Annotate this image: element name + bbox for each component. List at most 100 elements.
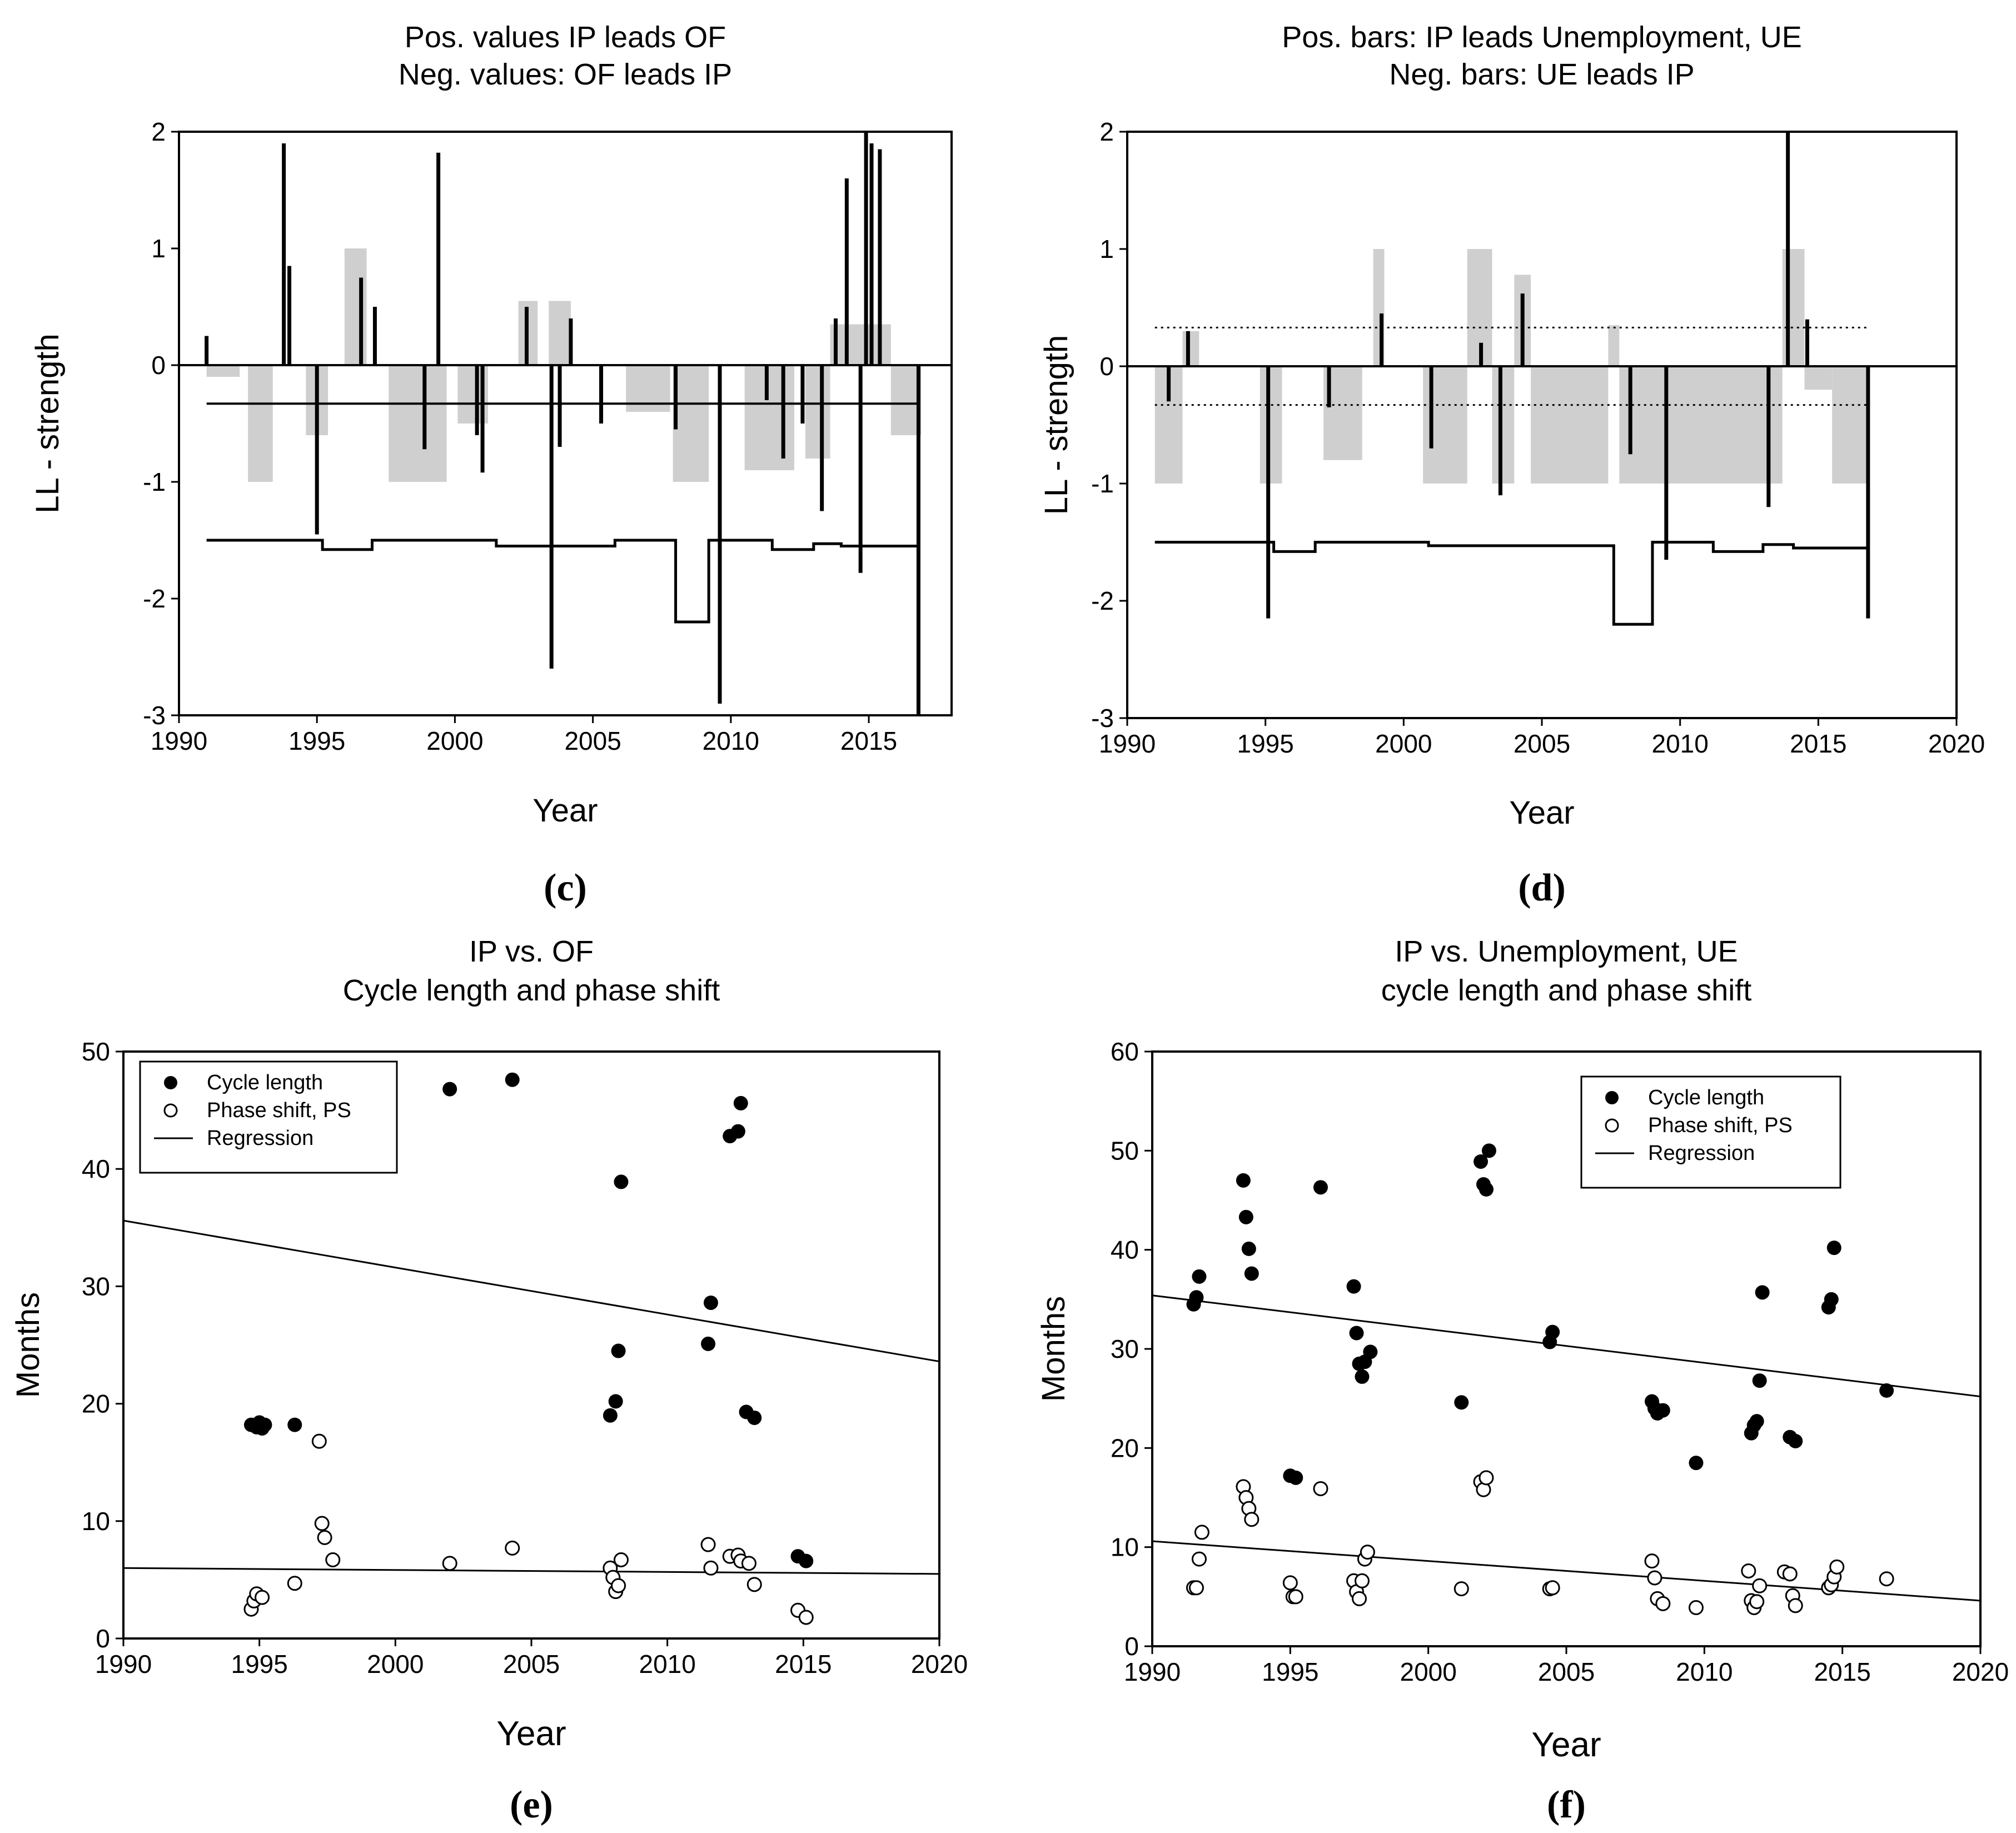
chart-f-phase-shift-point	[1288, 1589, 1303, 1605]
chart-d-grey-band	[1804, 366, 1833, 390]
chart-c-grey-band	[389, 365, 447, 482]
chart-c-x-tick-label: 1990	[151, 726, 207, 755]
chart-f-y-tick-label: 10	[1111, 1533, 1139, 1562]
chart-c-grey-band	[344, 248, 367, 365]
chart-f-caption: (f)	[1547, 1784, 1586, 1826]
chart-c-x-tick-label: 2005	[564, 726, 621, 755]
chart-c-y-tick-label: 2	[151, 117, 166, 146]
chart-e-x-tick-label: 1990	[95, 1650, 152, 1678]
chart-e-cycle-length-point	[614, 1174, 629, 1189]
chart-f-phase-shift-point	[1829, 1559, 1845, 1575]
chart-f-legend-box	[1580, 1075, 1841, 1189]
chart-f-phase-shift-point	[1655, 1596, 1671, 1611]
chart-f-cycle-length-point	[1355, 1369, 1370, 1384]
chart-e-cycle-length-point	[611, 1343, 626, 1358]
chart-d-x-tick-label: 1990	[1099, 729, 1156, 758]
chart-f-cycle-length-point	[1313, 1180, 1328, 1195]
chart-e-cycle-length-point	[701, 1336, 716, 1351]
chart-e-x-tick-label: 2000	[367, 1650, 424, 1678]
chart-c-y-tick-label: -2	[143, 584, 166, 613]
chart-c-x-tick-label: 2015	[840, 726, 897, 755]
chart-f-cycle-length-point	[1192, 1269, 1207, 1284]
chart-c-y-tick-label: 1	[151, 234, 166, 263]
chart-c-title-line-1: Pos. values IP leads OF	[405, 21, 726, 54]
chart-e-phase-shift-point	[700, 1537, 716, 1552]
chart-f-x-tick-label: 2015	[1814, 1657, 1870, 1686]
chart-c-grey-band	[248, 365, 273, 482]
chart-e-phase-shift-point	[611, 1578, 626, 1593]
chart-d-x-tick-label: 2010	[1651, 729, 1708, 758]
chart-f-regression-cycle-line	[1152, 1294, 1981, 1398]
chart-f-cycle-length-point	[1689, 1456, 1704, 1471]
chart-f-cycle-length-point	[1189, 1290, 1204, 1305]
chart-d-x-tick-label: 1995	[1237, 729, 1293, 758]
chart-c-grey-band	[206, 365, 240, 377]
chart-e-regression-phase-line	[123, 1567, 940, 1575]
chart-c-grey-band	[744, 365, 795, 470]
chart-e-y-tick-label: 20	[82, 1389, 110, 1418]
chart-f-phase-shift-point	[1354, 1573, 1370, 1588]
chart-e-cycle-length-point	[608, 1394, 623, 1409]
chart-f-x-tick-label: 1995	[1262, 1657, 1318, 1686]
chart-d-grey-band	[1782, 249, 1805, 366]
chart-f-phase-shift-point	[1352, 1591, 1367, 1606]
chart-e-legend-cycle-marker	[164, 1076, 177, 1089]
chart-c-y-tick-label: 0	[151, 351, 166, 380]
chart-d-title-line-1: Pos. bars: IP leads Unemployment, UE	[1282, 21, 1801, 54]
chart-f-phase-shift-point	[1644, 1553, 1660, 1569]
chart-d-state-line	[1154, 541, 1868, 626]
chart-f-cycle-length-point	[1346, 1279, 1361, 1294]
chart-f-cycle-length-point	[1236, 1173, 1251, 1188]
chart-c-grey-band	[673, 365, 709, 482]
chart-d-grey-band	[1260, 366, 1282, 484]
chart-f-title-line-1: IP vs. Unemployment, UE	[1395, 935, 1738, 968]
chart-e-cycle-length-point	[603, 1408, 618, 1423]
chart-f-cycle-length-point	[1479, 1182, 1494, 1197]
chart-e-x-axis-label: Year	[496, 1715, 566, 1753]
chart-f-x-tick-label: 2000	[1400, 1657, 1456, 1686]
chart-f-legend-entry-3: Regression	[1648, 1142, 1755, 1165]
chart-f-phase-shift-point	[1282, 1575, 1298, 1591]
chart-f-cycle-length-point	[1755, 1285, 1770, 1300]
chart-f-cycle-length-point	[1474, 1154, 1489, 1169]
chart-f-phase-shift-point	[1788, 1598, 1803, 1613]
chart-f-y-tick-label: 20	[1111, 1433, 1139, 1462]
chart-e-y-tick-label: 0	[96, 1624, 110, 1653]
chart-f-x-tick-label: 1990	[1124, 1657, 1181, 1686]
chart-c-x-tick-label: 1995	[288, 726, 345, 755]
chart-d-y-tick-label: 2	[1099, 117, 1114, 146]
chart-e-cycle-length-point	[733, 1095, 748, 1110]
chart-c-grey-band	[890, 365, 922, 435]
chart-f-regression-phase-line	[1152, 1540, 1981, 1602]
chart-f-cycle-length-point	[1655, 1403, 1670, 1418]
chart-e-y-tick-label: 40	[82, 1154, 110, 1183]
chart-e-phase-shift-point	[287, 1576, 302, 1591]
chart-d-grey-band	[1619, 366, 1783, 484]
chart-f-x-tick-label: 2010	[1676, 1657, 1733, 1686]
chart-e-y-axis-label: Months	[10, 1292, 46, 1398]
chart-f-x-tick-label: 2020	[1952, 1657, 2009, 1686]
chart-d-y-tick-label: -2	[1091, 586, 1114, 615]
chart-e-cycle-length-point	[799, 1553, 814, 1568]
chart-e-y-tick-label: 30	[82, 1272, 110, 1301]
chart-e-phase-shift-point	[325, 1552, 341, 1567]
chart-e-phase-shift-point	[505, 1540, 520, 1556]
chart-f-phase-shift-point	[1313, 1481, 1328, 1496]
chart-e-x-tick-label: 2005	[503, 1650, 560, 1678]
chart-f-cycle-length-point	[1752, 1373, 1767, 1388]
chart-d-x-axis-label: Year	[1509, 795, 1574, 831]
chart-c-x-axis-label: Year	[532, 793, 598, 829]
chart-c-x-tick-label: 2000	[426, 726, 483, 755]
chart-e-phase-shift-point	[746, 1577, 762, 1592]
chart-d-title-line-2: Neg. bars: UE leads IP	[1389, 58, 1694, 91]
chart-f-phase-shift-point	[1188, 1580, 1204, 1596]
chart-d-caption: (d)	[1518, 866, 1566, 909]
chart-e-phase-shift-point	[798, 1610, 814, 1625]
chart-e-cycle-length-point	[287, 1417, 302, 1432]
chart-d-y-tick-label: -1	[1091, 469, 1114, 498]
chart-e-cycle-length-point	[730, 1124, 745, 1139]
chart-d-grey-band	[1608, 325, 1620, 366]
chart-f-legend-entry-1: Cycle length	[1648, 1086, 1764, 1109]
chart-f-y-tick-label: 0	[1124, 1632, 1139, 1661]
chart-d-grey-band	[1531, 366, 1609, 484]
